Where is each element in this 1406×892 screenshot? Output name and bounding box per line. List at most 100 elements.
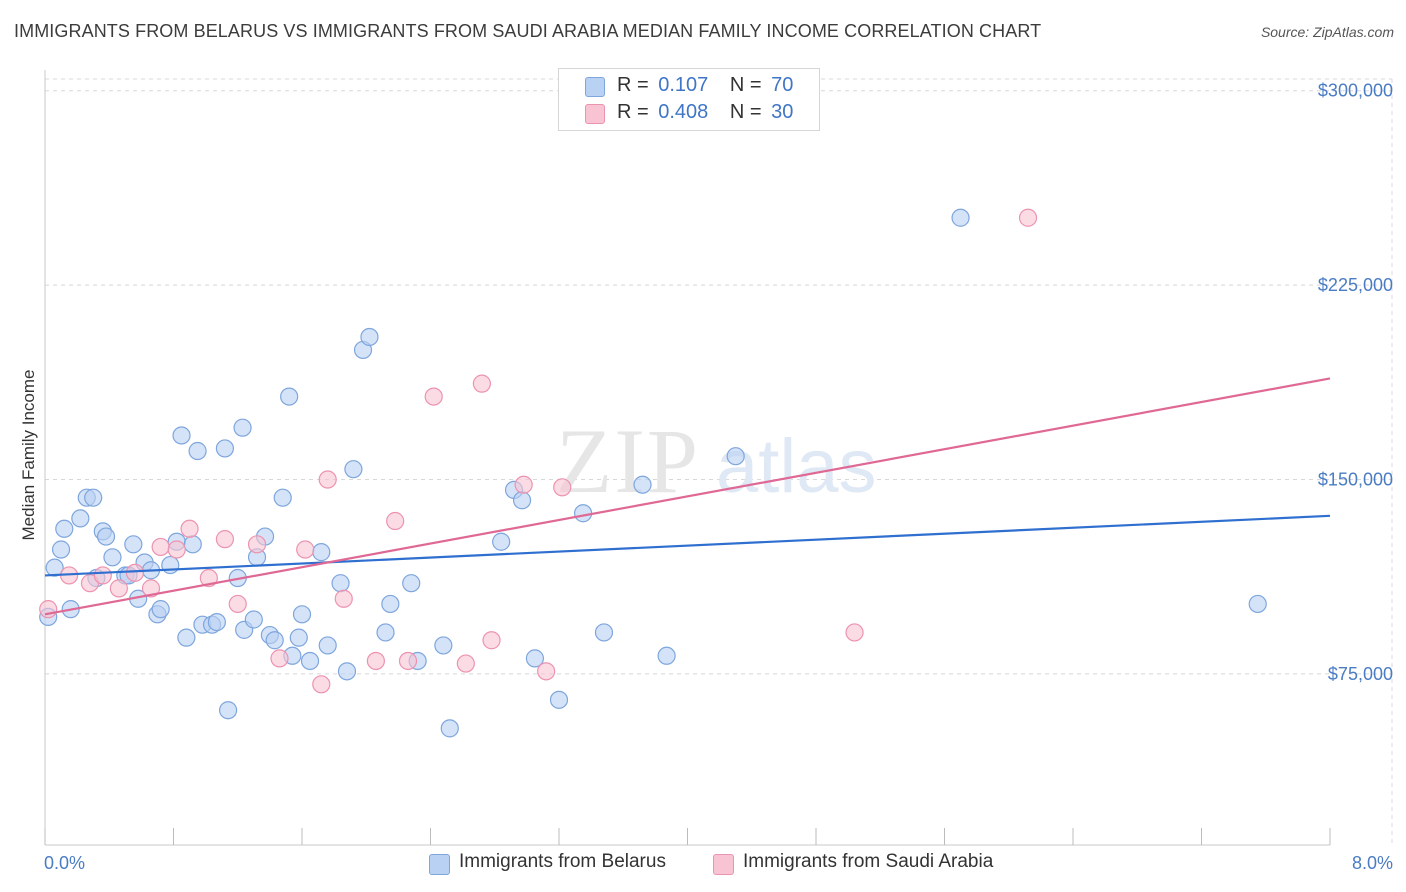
legend-r-label: R = [617,101,649,123]
belarus-point [124,535,143,554]
legend-n-label: N = [729,74,762,96]
series-legend-swatch-belarus [429,854,450,875]
saudi-point [514,475,533,494]
legend-swatch-belarus [585,77,605,97]
legend-n-label: N = [729,101,762,123]
saudi-point [1018,208,1038,227]
legend-r-value-saudi: 0.408 [658,101,709,123]
saudi-point [180,519,199,538]
saudi-point [151,537,170,557]
legend-r-label: R = [617,74,649,96]
belarus-point [289,628,308,647]
belarus-point [525,649,545,668]
y-tick-label: $75,000 [1328,664,1393,684]
belarus-point [434,636,453,655]
belarus-point [344,460,363,479]
belarus-point [172,426,191,445]
belarus-point [177,628,196,647]
belarus-point [273,488,292,507]
belarus-point [512,491,532,510]
series-saudi-points [39,208,1038,694]
y-tick-label: $150,000 [1318,470,1393,490]
belarus-point [292,605,312,624]
saudi-point [456,654,475,673]
x-tick-label: 8.0% [1352,853,1393,873]
belarus-point [183,535,202,554]
belarus-point [573,504,593,523]
belarus-point [337,662,357,681]
series-legend-label-belarus: Immigrants from Belarus [459,851,666,872]
series-legend-label-saudi: Immigrants from Saudi Arabia [743,851,994,872]
saudi-point [247,535,267,554]
belarus-point [215,439,234,458]
belarus-point [207,612,226,632]
belarus-point [381,594,400,614]
belarus-point [402,574,421,593]
chart-title: IMMIGRANTS FROM BELARUS VS IMMIGRANTS FR… [14,21,1042,41]
saudi-point [366,651,385,671]
trend-lines [44,377,1331,616]
x-tick-label: 0.0% [44,853,85,873]
watermark: ZIP atlas [556,410,877,512]
saudi-point [125,563,145,582]
belarus-point [312,543,331,562]
saudi-point [199,568,218,588]
belarus-point [633,475,652,494]
saudi-point [472,374,491,393]
belarus-point [951,208,970,227]
saudi-point [109,579,128,598]
belarus-point [103,548,122,567]
belarus-point [300,651,320,671]
belarus-point [55,519,74,538]
series-legend-swatch-saudi [713,854,734,875]
belarus-point [233,418,252,437]
chart-source: Source: ZipAtlas.com [1260,24,1394,40]
belarus-point [318,636,337,655]
belarus-point [244,610,263,629]
belarus-point [657,646,676,665]
saudi-point [537,662,556,681]
saudi-point [312,675,331,694]
belarus-point [280,387,299,406]
trend-line-belarus [44,514,1331,577]
saudi-point [270,649,289,668]
saudi-point [845,623,864,642]
saudi-point [228,594,247,614]
belarus-point [219,701,238,720]
y-axis-title: Median Family Income [19,369,38,540]
belarus-point [151,600,170,619]
y-tick-label: $300,000 [1318,81,1393,101]
belarus-point [51,540,71,559]
axes [44,70,1331,846]
legend-n-value-belarus: 70 [771,74,794,96]
y-tick-label: $225,000 [1318,275,1393,295]
saudi-point [141,579,161,598]
saudi-point [93,566,112,585]
belarus-point [84,488,103,507]
series-legend: Immigrants from Belarus Immigrants from … [0,851,1406,877]
belarus-point [265,631,284,650]
trend-line-saudi [44,377,1331,616]
belarus-point [45,558,64,577]
legend-n-value-saudi: 30 [771,101,794,123]
belarus-point [376,623,395,642]
watermark-zip: ZIP [556,410,700,512]
belarus-point [1248,594,1267,614]
saudi-point [318,470,337,489]
belarus-point [440,719,459,738]
belarus-point [594,623,614,642]
saudi-point [553,478,572,497]
saudi-point [39,600,58,619]
legend-swatch-saudi [585,104,605,124]
legend-r-value-belarus: 0.107 [658,74,709,96]
belarus-point [331,574,350,593]
belarus-point [96,527,116,546]
saudi-point [296,540,315,559]
saudi-point [167,540,186,559]
saudi-point [482,631,501,650]
saudi-point [386,511,405,531]
belarus-point [71,509,90,528]
belarus-point [188,441,207,461]
tick-labels: $75,000 $150,000 $225,000 $300,000 0.0% 8.0% [44,81,1393,873]
